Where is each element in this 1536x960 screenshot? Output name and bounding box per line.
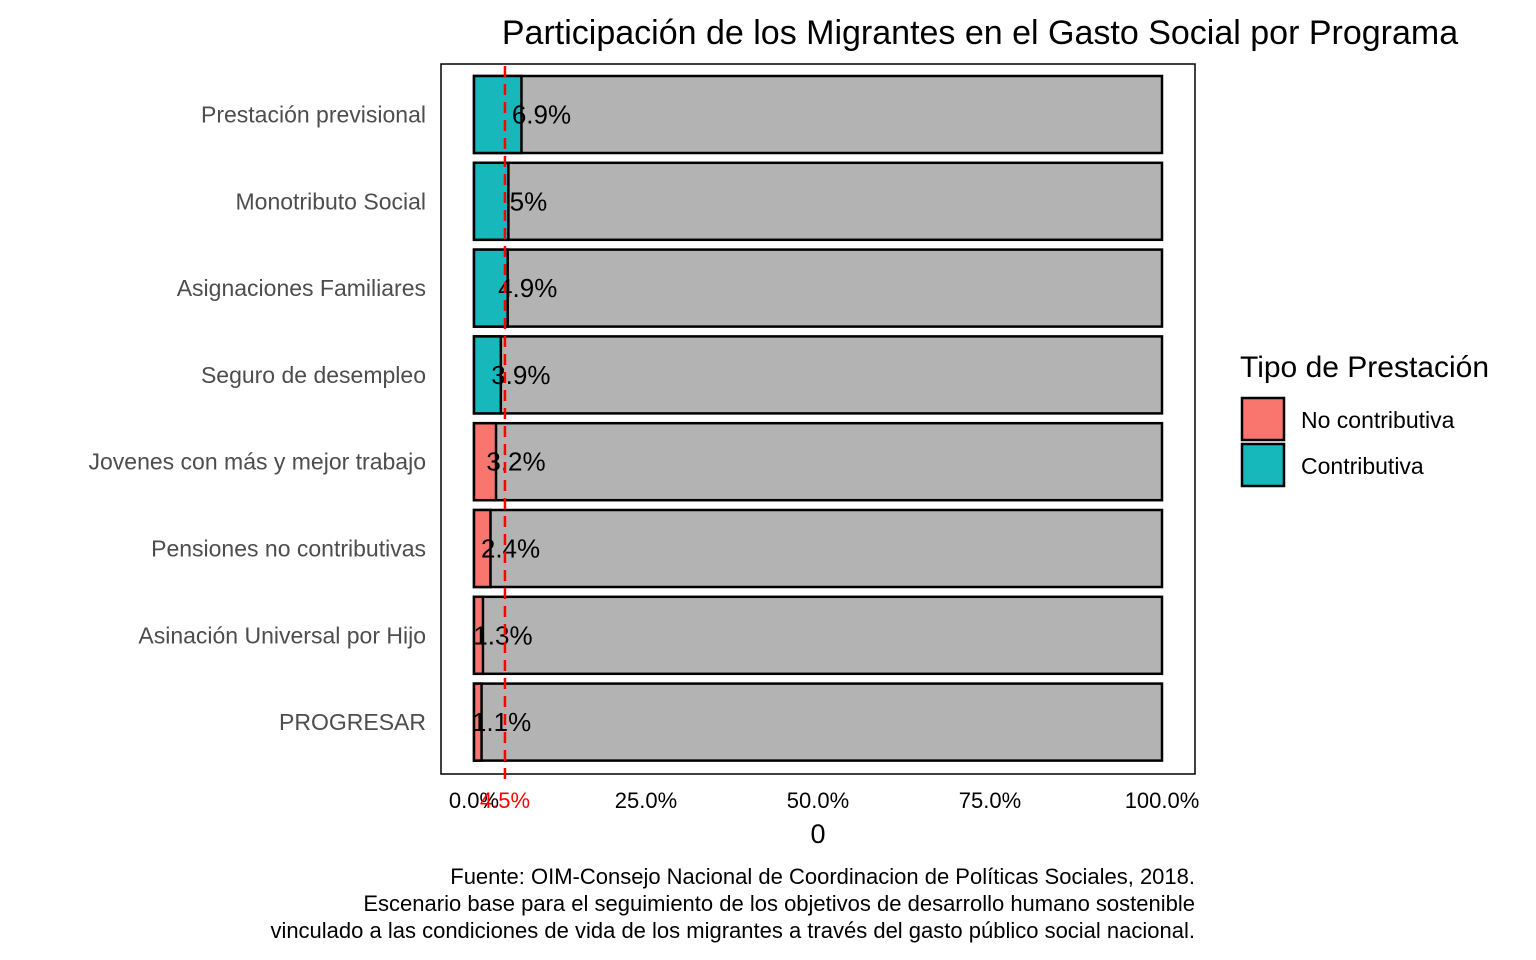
- x-tick-label: 25.0%: [615, 788, 677, 813]
- bar-migrant-share: [472, 248, 509, 328]
- category-label: Asignaciones Familiares: [177, 275, 426, 301]
- bars-layer: 6.9% 5% 4.9% 3.9% 3.2% 2.4% 1.3% 1.1%: [472, 66, 1164, 786]
- category-label: Pensiones no contributivas: [151, 536, 426, 562]
- legend-swatch: [1240, 442, 1286, 488]
- x-tick-label: 50.0%: [787, 788, 849, 813]
- bar-remainder: [472, 682, 1164, 762]
- bar-data-label: 1.1%: [472, 707, 531, 737]
- caption-line-2: Escenario base para el seguimiento de lo…: [363, 891, 1195, 916]
- plot-panel: [440, 63, 1196, 775]
- bar-data-label: 3.2%: [486, 447, 545, 477]
- bar-migrant-share: [472, 74, 523, 155]
- caption-line-1: Fuente: OIM-Consejo Nacional de Coordina…: [450, 864, 1195, 889]
- bar-migrant-share: [472, 335, 503, 415]
- category-label: Seguro de desempleo: [201, 362, 426, 388]
- bar-data-label: 2.4%: [481, 534, 540, 564]
- category-label: Asinación Universal por Hijo: [138, 622, 426, 648]
- bar-migrant-share: [472, 682, 483, 762]
- category-labels: Prestación previsional Monotributo Social…: [89, 102, 427, 736]
- x-tick-label: 0.0%: [449, 788, 499, 813]
- bar-data-label: 1.3%: [473, 620, 532, 650]
- legend-title: Tipo de Prestación: [1240, 351, 1489, 384]
- bar-remainder: [472, 248, 1164, 328]
- legend-swatch: [1240, 396, 1286, 442]
- caption-line-3: vinculado a las condiciones de vida de l…: [270, 918, 1195, 943]
- bar-migrant-share: [472, 595, 485, 676]
- chart-title: Participación de los Migrantes en el Gas…: [502, 14, 1458, 52]
- x-tick-label: 75.0%: [959, 788, 1021, 813]
- category-label: PROGRESAR: [279, 709, 426, 735]
- reference-line-label: 4.5%: [480, 788, 530, 813]
- bar-remainder: [472, 74, 1164, 155]
- legend-label: Contributiva: [1301, 453, 1424, 479]
- bar-remainder: [472, 161, 1164, 242]
- bar-migrant-share: [472, 508, 492, 589]
- bar-migrant-share: [472, 421, 498, 502]
- legend: Tipo de Prestación No contributiva Contri…: [1240, 351, 1489, 488]
- bar-remainder: [472, 508, 1164, 589]
- caption: Fuente: OIM-Consejo Nacional de Coordina…: [270, 864, 1195, 943]
- x-tick-label: 100.0%: [1125, 788, 1200, 813]
- bar-data-label: 6.9%: [512, 100, 571, 130]
- category-label: Prestación previsional: [201, 102, 426, 128]
- x-axis-ticks: 0.0% 25.0% 50.0% 75.0% 100.0% 4.5%: [449, 788, 1199, 813]
- bar-migrant-share: [472, 161, 510, 242]
- bar-remainder: [472, 335, 1164, 415]
- bar-data-label: 3.9%: [491, 360, 550, 390]
- bar-data-label: 5%: [510, 186, 548, 216]
- x-axis-title: 0: [810, 819, 825, 849]
- bar-remainder: [472, 595, 1164, 676]
- category-label: Jovenes con más y mejor trabajo: [89, 449, 427, 475]
- bar-remainder: [472, 421, 1164, 502]
- category-label: Monotributo Social: [236, 188, 427, 214]
- bar-data-label: 4.9%: [498, 273, 557, 303]
- legend-label: No contributiva: [1301, 407, 1455, 433]
